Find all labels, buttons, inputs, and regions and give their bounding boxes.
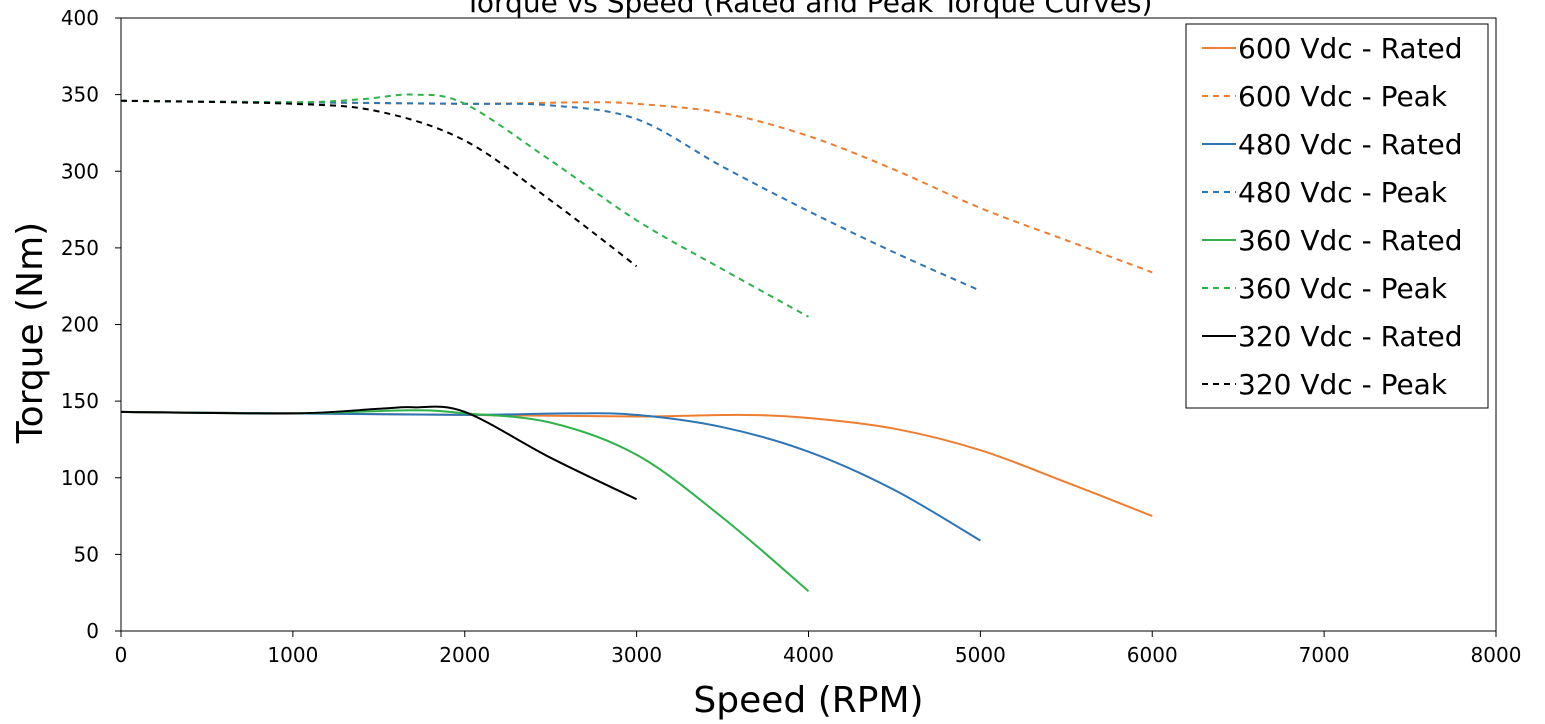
- x-tick-label: 0: [115, 643, 128, 667]
- legend-label: 360 Vdc - Rated: [1238, 224, 1463, 257]
- series-line-360-vdc-peak: [120, 93, 809, 318]
- legend-label: 600 Vdc - Rated: [1238, 32, 1463, 65]
- x-tick-label: 6000: [1127, 643, 1178, 667]
- series-line-480-vdc-rated: [120, 410, 981, 542]
- axis-titles-group: Speed (RPM) Torque (Nm): [10, 222, 924, 721]
- legend-group: 600 Vdc - Rated 600 Vdc - Peak 480 Vdc - R…: [1185, 23, 1489, 409]
- y-tick-label: 400: [61, 6, 99, 30]
- y-tick-label: 300: [61, 159, 99, 183]
- chart-title-group: Torque vs Speed (Rated and Peak Torque C…: [464, 0, 1153, 19]
- x-tick-label: 8000: [1471, 643, 1522, 667]
- x-tick-label: 1000: [267, 643, 318, 667]
- series-line-600-vdc-rated: [120, 410, 1153, 518]
- y-tick-label: 200: [61, 313, 99, 337]
- series-line-360-vdc-rated: [120, 409, 810, 592]
- legend-label: 320 Vdc - Peak: [1238, 368, 1448, 401]
- y-tick-label: 250: [61, 236, 99, 260]
- x-tick-label: 4000: [783, 643, 834, 667]
- y-tick-label: 350: [61, 83, 99, 107]
- series-line-600-vdc-peak: [120, 99, 1153, 274]
- tick-labels-group: 0 1000 2000 3000 4000 5000 6000 7000 8000 0 50 100 1…: [61, 6, 1522, 667]
- legend-box: [1185, 23, 1489, 409]
- series-line-480-vdc-peak: [120, 99, 981, 292]
- series-line-320-vdc-peak: [120, 99, 638, 268]
- y-tick-label: 50: [74, 542, 99, 566]
- series-line-320-vdc-rated: [120, 405, 638, 501]
- legend-label: 360 Vdc - Peak: [1238, 272, 1448, 305]
- legend-label: 320 Vdc - Rated: [1238, 320, 1463, 353]
- x-tick-label: 2000: [439, 643, 490, 667]
- chart-title: Torque vs Speed (Rated and Peak Torque C…: [464, 0, 1153, 19]
- y-tick-label: 0: [86, 619, 99, 643]
- series-group: [120, 93, 1153, 592]
- y-axis-title: Torque (Nm): [10, 222, 51, 444]
- legend-label: 480 Vdc - Peak: [1238, 176, 1448, 209]
- y-tick-label: 100: [61, 466, 99, 490]
- x-tick-label: 3000: [611, 643, 662, 667]
- x-tick-label: 5000: [955, 643, 1006, 667]
- legend-label: 600 Vdc - Peak: [1238, 80, 1448, 113]
- x-tick-label: 7000: [1299, 643, 1350, 667]
- x-axis-title: Speed (RPM): [693, 680, 923, 721]
- legend-label: 480 Vdc - Rated: [1238, 128, 1463, 161]
- y-tick-label: 150: [61, 389, 99, 413]
